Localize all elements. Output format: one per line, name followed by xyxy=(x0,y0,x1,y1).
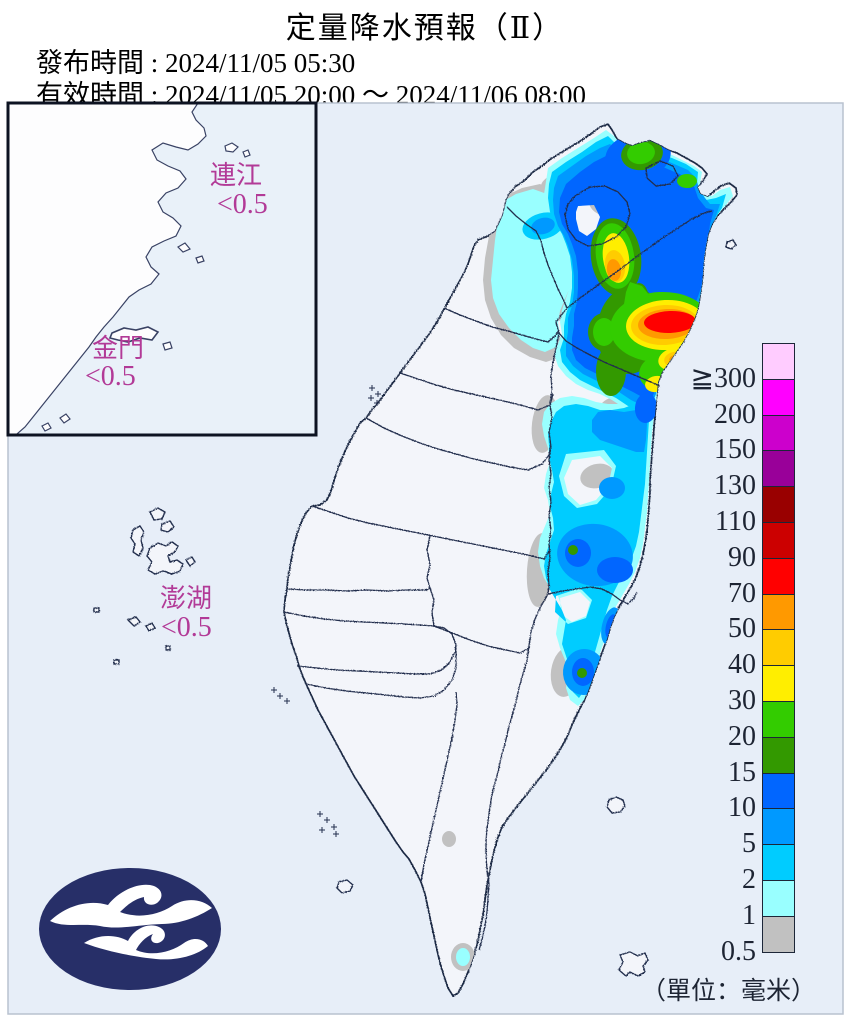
legend-cell xyxy=(762,593,795,631)
legend-tick-label: 15 xyxy=(728,756,756,788)
inset-border xyxy=(6,101,318,437)
inset-map xyxy=(8,103,316,435)
legend-tick-label: 130 xyxy=(714,470,756,502)
legend-cell xyxy=(762,915,795,953)
legend-cell xyxy=(762,665,795,702)
legend-tick-label: 40 xyxy=(728,649,756,681)
legend-tick-label: 0.5 xyxy=(721,935,756,967)
county-borders xyxy=(283,160,713,951)
legend-cell xyxy=(762,343,795,380)
legend-cell xyxy=(762,378,795,416)
legend-cell xyxy=(762,450,795,488)
label-penghu-value: <0.5 xyxy=(161,612,212,643)
label-lianjiang: 連江 xyxy=(210,161,263,190)
legend-tick-label: 110 xyxy=(715,506,756,537)
legend-cell xyxy=(762,486,795,523)
legend-cell xyxy=(762,629,795,667)
issue-time: 發布時間 : 2024/11/05 05:30 xyxy=(36,48,356,78)
legend-tick-label: 20 xyxy=(728,720,756,752)
green-island xyxy=(606,796,626,814)
legend-tick-label: 70 xyxy=(728,577,756,609)
xiaoliuqiu-island xyxy=(336,879,354,894)
label-kinmen-value: <0.5 xyxy=(85,361,136,392)
kinmen-island xyxy=(108,326,160,343)
offshore-islands xyxy=(93,239,737,977)
legend-tick-label: 150 xyxy=(714,434,756,466)
tidal-flat-marks xyxy=(271,385,381,837)
turtle-island xyxy=(725,239,737,250)
label-lianjiang-value: <0.5 xyxy=(217,189,268,220)
label-kinmen: 金門 xyxy=(92,334,145,363)
legend-unit: （單位：毫米） xyxy=(640,978,816,1005)
legend-tick-label: ≧300 xyxy=(690,362,756,394)
rainfall-contours xyxy=(442,130,733,971)
matsu-islands xyxy=(224,142,239,153)
legend-cell xyxy=(762,808,795,846)
page-title: 定量降水預報（Ⅱ） xyxy=(285,12,565,45)
legend-cell xyxy=(762,701,795,738)
legend-tick-label: 5 xyxy=(742,828,756,860)
penghu-islands xyxy=(93,507,196,665)
china-coast xyxy=(8,103,207,435)
legend-cell xyxy=(762,414,795,452)
legend-tick-label: 2 xyxy=(742,864,756,895)
legend-tick-label: 30 xyxy=(728,685,756,716)
legend-tick-label: 10 xyxy=(728,792,756,824)
legend-cell xyxy=(762,772,795,810)
cwa-logo xyxy=(39,868,221,990)
legend-tick-label: 1 xyxy=(742,899,756,931)
legend-tick-label: 90 xyxy=(728,541,756,573)
legend-tick-label: 200 xyxy=(714,398,756,430)
legend-tick-label: 50 xyxy=(728,613,756,645)
legend-cell xyxy=(762,522,795,559)
legend-cell xyxy=(762,736,795,774)
orchid-island xyxy=(618,951,649,977)
label-penghu: 澎湖 xyxy=(160,584,213,613)
legend-cell xyxy=(762,557,795,595)
legend-cell xyxy=(762,880,795,917)
legend-cell xyxy=(762,844,795,881)
